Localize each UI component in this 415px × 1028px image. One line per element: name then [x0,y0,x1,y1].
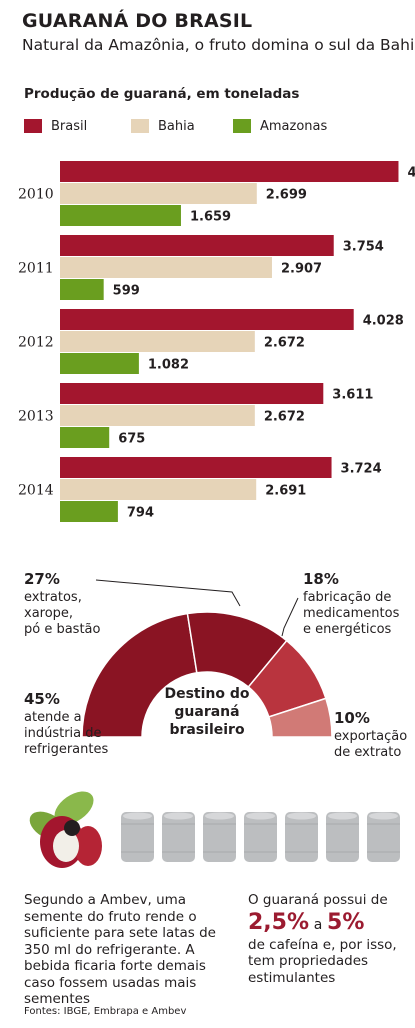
ambev-note: Segundo a Ambev, uma semente do fruto re… [24,892,216,1007]
page-subtitle: Natural da Amazônia, o fruto domina o su… [22,36,415,54]
bar-label-bahia-2011: 2.907 [281,262,322,277]
slice-27-desc-line3: pó e bastão [24,622,101,637]
donut-center-label: Destino do guaraná brasileiro [152,685,262,739]
slice-27-desc: extratos, xarope, pó e bastão [24,590,100,638]
slice-27-desc-line2: xarope, [24,606,74,621]
slice-45-pct: 45% [24,690,60,708]
donut-center-line2: guaraná brasileiro [169,704,245,738]
slice-27-pct: 27% [24,570,60,588]
leader-line-18 [281,597,299,637]
bar-brasil-2013 [60,383,324,404]
can-icon [285,812,318,862]
legend-label-bahia: Bahia [158,118,195,134]
donut-slice-27 [186,611,288,688]
bar-chart: 2010 4.642 2.699 1.659 2011 3.754 2.907 599 2012… [18,161,415,522]
bar-bahia-2014 [60,479,257,500]
caffeine-range: 2,5% a 5% [248,909,408,937]
bar-label-bahia-2012: 2.672 [264,336,305,351]
cans-group [121,812,400,862]
bar-bahia-2012 [60,331,255,352]
sources: Fontes: IBGE, Embrapa e Ambev [24,1006,187,1017]
bar-bahia-2010 [60,183,257,204]
slice-10-desc-line1: exportação [334,729,408,744]
bar-bahia-2013 [60,405,255,426]
bar-bahia-2011 [60,257,272,278]
slice-45-desc-line2: indústria de [24,726,102,741]
bar-amazonas-2013 [60,427,110,448]
slice-18-desc-line3: e energéticos [303,622,392,637]
year-label-2012: 2012 [18,335,54,351]
leader-line-27 [95,579,241,607]
bar-label-bahia-2010: 2.699 [266,188,307,203]
bar-amazonas-2010 [60,205,181,226]
bar-brasil-2012 [60,309,354,330]
caffeine-high: 5% [327,909,365,935]
donut-slice-10 [267,697,333,738]
year-label-2010: 2010 [18,187,54,203]
bar-label-brasil-2014: 3.724 [341,462,382,477]
bar-label-amazonas-2011: 599 [113,284,140,299]
bar-label-bahia-2013: 2.672 [264,410,305,425]
slice-18-pct: 18% [303,570,339,588]
slice-18-desc-line2: medicamentos [303,606,400,621]
slice-10-pct: 10% [334,709,370,727]
caffeine-outro: de cafeína e, por isso, tem propriedades… [248,936,397,986]
legend-label-amazonas: Amazonas [260,118,328,134]
bar-chart-title: Produção de guaraná, em toneladas [24,86,300,102]
caffeine-note: O guaraná possui de 2,5% a 5% de cafeína… [248,892,408,986]
can-icon [203,812,236,862]
can-icon [326,812,359,862]
can-icon [121,812,154,862]
slice-18-desc: fabricação de medicamentos e energéticos [303,590,399,638]
bar-label-amazonas-2012: 1.082 [148,358,189,373]
can-icon [162,812,195,862]
slice-45-desc: atende a indústria de refrigerantes [24,710,108,758]
year-label-2014: 2014 [18,483,54,499]
legend-label-brasil: Brasil [51,118,88,134]
bar-amazonas-2012 [60,353,139,374]
legend-item-amazonas: Amazonas [233,118,327,134]
donut-center-line1: Destino do [164,686,250,702]
guarana-fruit-icon [29,791,102,868]
legend-swatch-brasil [24,119,42,133]
caffeine-low: 2,5% [248,909,310,935]
bar-label-brasil-2013: 3.611 [332,388,373,403]
slice-45-desc-line1: atende a [24,710,82,725]
legend-item-brasil: Brasil [24,118,87,134]
slice-45-desc-line3: refrigerantes [24,742,109,757]
caffeine-intro: O guaraná possui de [248,892,388,908]
slice-18-desc-line1: fabricação de [303,590,392,605]
bar-amazonas-2011 [60,279,104,300]
bar-label-brasil-2011: 3.754 [343,240,384,255]
page-title: GUARANÁ DO BRASIL [22,10,253,32]
bar-brasil-2010 [60,161,399,182]
legend-item-bahia: Bahia [131,118,195,134]
bar-label-brasil-2010: 4.642 [407,166,415,181]
bar-label-brasil-2012: 4.028 [363,314,404,329]
bar-label-amazonas-2013: 675 [118,432,145,447]
can-icon [244,812,277,862]
bar-amazonas-2014 [60,501,118,522]
bar-brasil-2014 [60,457,332,478]
legend-swatch-amazonas [233,119,251,133]
caffeine-sep: a [313,916,323,933]
slice-27-desc-line1: extratos, [24,590,82,605]
bar-label-amazonas-2010: 1.659 [190,210,231,225]
slice-10-desc-line2: de extrato [334,745,402,760]
legend-swatch-bahia [131,119,149,133]
year-label-2013: 2013 [18,409,54,425]
bar-brasil-2011 [60,235,334,256]
year-label-2011: 2011 [18,261,54,277]
slice-10-desc: exportação de extrato [334,729,407,761]
bar-label-amazonas-2014: 794 [127,506,154,521]
can-icon [367,812,400,862]
bar-label-bahia-2014: 2.691 [265,484,306,499]
